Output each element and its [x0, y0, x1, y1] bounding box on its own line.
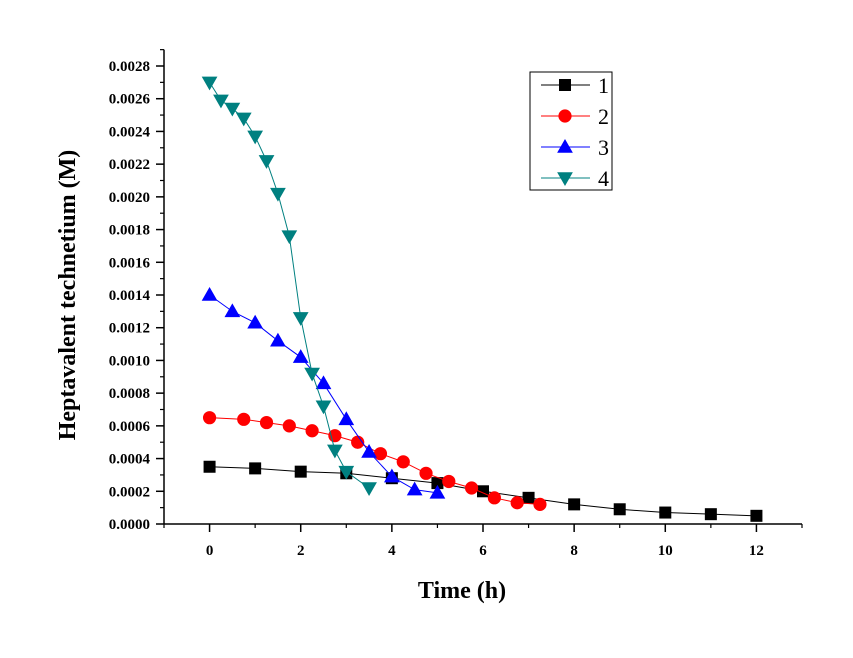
data-point-triangle-down [292, 312, 309, 326]
data-point-square [477, 485, 489, 498]
y-tick-label: 0.0006 [109, 419, 151, 435]
axes [163, 49, 802, 525]
data-point-triangle-down [247, 130, 264, 145]
series-4 [201, 76, 377, 497]
data-point-circle [259, 415, 274, 430]
data-point-circle [282, 419, 296, 433]
x-axis-title: Time (h) [418, 578, 506, 604]
x-tick-label: 0 [206, 543, 214, 559]
data-point-triangle-up [406, 481, 423, 496]
y-tick-label: 0.0010 [109, 353, 150, 369]
data-point-triangle-up [247, 314, 264, 329]
y-tick-label: 0.0012 [109, 321, 150, 337]
data-point-circle [419, 466, 433, 480]
legend: 1 2 3 4 [529, 71, 613, 191]
data-point-square [704, 508, 717, 521]
y-axis-title: Heptavalent technetium (M) [55, 150, 81, 441]
data-point-square [659, 506, 672, 519]
x-tick-label: 6 [479, 543, 487, 559]
data-point-circle [533, 497, 547, 511]
y-tick-label: 0.0014 [109, 288, 151, 304]
data-point-triangle-up [201, 286, 218, 301]
legend-label: 2 [598, 104, 609, 129]
data-point-square [613, 503, 626, 516]
data-point-circle [442, 474, 456, 489]
y-tick-label: 0.0026 [109, 92, 151, 108]
data-point-triangle-down [361, 482, 377, 497]
legend-item: 2 [541, 104, 609, 129]
data-point-square [568, 498, 581, 511]
data-point-circle [396, 455, 410, 469]
legend-box [529, 71, 613, 191]
data-point-triangle-down [281, 230, 298, 245]
data-point-circle [558, 109, 572, 123]
series-2 [202, 411, 547, 511]
y-tick-label: 0.0002 [109, 484, 150, 500]
data-point-triangle-down [557, 172, 573, 187]
data-point-triangle-up [383, 468, 400, 483]
data-point-triangle-down [235, 112, 252, 127]
x-tick-label: 4 [388, 543, 396, 559]
data-point-triangle-down [304, 367, 320, 382]
data-point-square [203, 460, 216, 473]
data-point-triangle-down [201, 76, 218, 91]
y-tick-label: 0.0008 [109, 386, 150, 402]
legend-item: 4 [541, 166, 609, 191]
legend-label: 4 [598, 166, 609, 191]
y-tick-label: 0.0016 [109, 255, 151, 271]
data-point-circle [202, 411, 217, 425]
series-1 [203, 460, 763, 522]
x-tick-label: 8 [570, 543, 578, 559]
data-point-square [750, 509, 763, 522]
data-point-triangle-down [213, 94, 229, 109]
data-point-triangle-up [224, 303, 241, 318]
x-tick-label: 10 [658, 543, 673, 559]
legend-item: 3 [541, 135, 609, 160]
data-point-triangle-up [270, 332, 286, 347]
data-point-square [559, 79, 571, 91]
y-tick-label: 0.0000 [109, 517, 150, 533]
legend-label: 1 [598, 73, 609, 98]
series-3 [201, 286, 446, 499]
data-point-triangle-down [270, 187, 286, 202]
data-point-circle [305, 424, 319, 438]
data-point-triangle-up [292, 349, 309, 363]
data-point-triangle-down [327, 444, 343, 459]
data-point-square [249, 462, 262, 475]
data-point-circle [487, 491, 501, 505]
y-tick-label: 0.0022 [109, 157, 150, 173]
x-tick-label: 12 [749, 543, 764, 559]
y-tick-label: 0.0018 [109, 223, 150, 239]
y-ticks: 0.0000 0.0002 0.0004 0.0006 0.0008 0.0010 0.00… [109, 49, 164, 533]
y-tick-label: 0.0020 [109, 190, 150, 206]
x-tick-label: 2 [297, 543, 305, 559]
data-point-triangle-down [315, 400, 332, 415]
data-point-circle [373, 447, 388, 461]
y-tick-label: 0.0004 [109, 452, 151, 468]
data-point-circle [237, 412, 251, 426]
x-ticks: 0 2 4 6 8 10 12 [163, 524, 803, 559]
data-point-triangle-down [258, 155, 275, 169]
data-point-square [294, 465, 307, 478]
series-group [201, 76, 763, 522]
data-point-triangle-down [224, 102, 241, 117]
data-point-triangle-up [338, 411, 355, 426]
data-point-circle [465, 481, 479, 495]
y-tick-label: 0.0028 [109, 59, 150, 75]
data-point-triangle-up [361, 444, 377, 458]
data-point-triangle-down [338, 465, 355, 480]
data-point-circle [510, 496, 524, 510]
legend-item: 1 [541, 73, 609, 98]
series-line [209, 417, 541, 505]
data-point-triangle-up [557, 138, 573, 153]
y-tick-label: 0.0024 [109, 124, 151, 140]
data-point-triangle-up [429, 484, 446, 499]
legend-label: 3 [598, 135, 609, 160]
data-point-square [522, 491, 535, 504]
data-point-triangle-up [315, 375, 332, 390]
